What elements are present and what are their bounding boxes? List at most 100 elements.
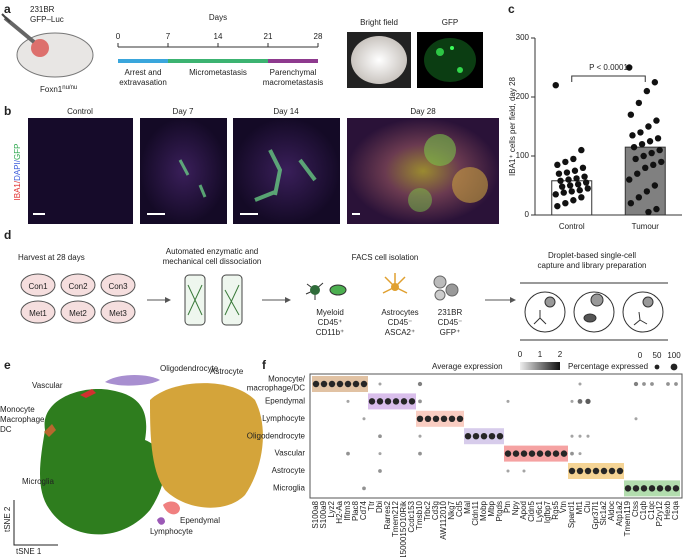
- x-tick-label: Control: [559, 222, 585, 231]
- gene-label: Nkg7: [447, 500, 456, 519]
- dot: [400, 398, 408, 405]
- row-label: macrophage/DC: [247, 384, 305, 393]
- data-point: [635, 194, 643, 201]
- step-title: Droplet-based single-cell: [548, 251, 636, 260]
- dot: [464, 432, 472, 440]
- axis-label: tSNE 2: [3, 506, 12, 532]
- gene-label: C1qc: [647, 501, 656, 520]
- y-tick-label: 0: [525, 210, 530, 219]
- x-tick-label: Tumour: [632, 222, 660, 231]
- tick-label: 0: [116, 32, 121, 41]
- data-point: [645, 123, 652, 130]
- gene-label: Sparcl1: [567, 500, 576, 528]
- legend-dot: [670, 363, 678, 371]
- gene-label: P2ry12: [655, 500, 664, 526]
- strain: Foxn1nu/nu: [40, 85, 77, 95]
- dot: [674, 382, 678, 386]
- gene-label: 1500015O10Rik: [399, 500, 408, 557]
- phase-label: extravasation: [119, 78, 167, 87]
- gene-label: Igfbp7: [543, 500, 552, 523]
- data-point: [626, 176, 633, 183]
- data-point: [570, 155, 577, 163]
- dot: [632, 485, 640, 492]
- gene-label: Mt1: [575, 500, 584, 514]
- dot: [576, 467, 584, 475]
- dot: [362, 417, 366, 421]
- mouse-label: Met2: [69, 309, 87, 318]
- dot: [424, 415, 432, 423]
- dot: [616, 467, 624, 475]
- micrograph: [233, 118, 340, 224]
- data-point: [570, 197, 577, 204]
- tick-label: 21: [264, 32, 273, 41]
- gene-label: Cd3g: [431, 501, 440, 520]
- dot: [506, 399, 510, 403]
- phase-label: Parenchymal: [270, 68, 317, 77]
- color-bar: [520, 362, 560, 370]
- panel-letter: f: [262, 358, 267, 372]
- reporter: GFP–Luc: [30, 15, 64, 24]
- dot: [656, 485, 664, 492]
- dot: [496, 432, 504, 440]
- gene-label: Gpr37l1: [591, 500, 600, 529]
- dot: [344, 380, 352, 388]
- dot: [624, 485, 632, 492]
- data-point: [653, 205, 660, 213]
- gene-label: Mal: [463, 501, 472, 514]
- dot: [378, 434, 382, 439]
- dot: [504, 450, 512, 457]
- dot: [560, 450, 568, 457]
- data-point: [581, 173, 588, 180]
- cluster-label: Macrophage: [0, 415, 45, 424]
- genotype: nu/nu: [62, 85, 77, 91]
- data-point: [573, 175, 580, 182]
- legend-dot: [654, 364, 660, 370]
- y-axis-label: IBA1/DAPI/GFP: [13, 144, 22, 201]
- panel-letter: c: [508, 2, 515, 16]
- dot: [456, 415, 464, 423]
- row-label: Ependymal: [265, 397, 305, 406]
- dot: [362, 486, 366, 491]
- tick-label: 14: [214, 32, 223, 41]
- label-part: GFP: [13, 144, 22, 160]
- data-point: [634, 170, 641, 177]
- gene-label: H2-Aa: [335, 500, 344, 523]
- data-point: [646, 138, 654, 145]
- axis-label: tSNE 1: [16, 547, 42, 556]
- dot: [584, 467, 592, 475]
- image-label: Day 7: [173, 107, 194, 116]
- gene-label: Tmem212: [391, 500, 400, 537]
- droplets: [520, 282, 668, 341]
- gene-label: Hexb: [663, 500, 672, 519]
- dot: [448, 415, 456, 423]
- highlight: [504, 445, 568, 462]
- data-point: [638, 141, 646, 148]
- mouse-icon: [100, 300, 136, 324]
- data-point: [558, 183, 566, 190]
- dot: [544, 450, 552, 457]
- dot: [578, 434, 582, 438]
- step-title: capture and library preparation: [538, 261, 647, 270]
- population-label: CD11b⁺: [316, 328, 345, 337]
- gfp-brain: [424, 38, 476, 82]
- phase-label: Arrest and: [125, 68, 162, 77]
- plot-frame: [309, 373, 683, 499]
- population-label: CD45⁺: [318, 318, 343, 327]
- data-point: [574, 181, 582, 188]
- gene-label: Trbc2: [423, 500, 432, 521]
- panel-letter: b: [4, 104, 11, 118]
- micrograph: [28, 118, 133, 224]
- dot: [488, 432, 496, 440]
- dot: [522, 469, 526, 473]
- data-point: [566, 182, 574, 189]
- dot: [392, 398, 400, 405]
- mouse-icon: [100, 273, 136, 297]
- gene-label: Apod: [519, 501, 528, 520]
- label-part: DAPI/: [13, 159, 22, 181]
- data-point: [554, 161, 561, 169]
- dot: [360, 380, 368, 388]
- dot: [672, 485, 680, 492]
- cluster-label: Monocyte: [0, 405, 35, 414]
- population-label: GFP⁺: [440, 328, 461, 337]
- data-point: [562, 158, 569, 166]
